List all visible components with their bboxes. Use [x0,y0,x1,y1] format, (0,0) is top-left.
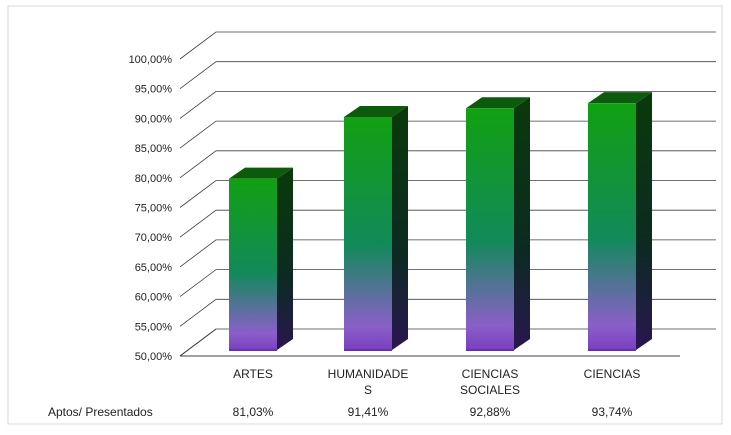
gridline [179,328,716,357]
y-tick-label: 85,00% [135,143,173,155]
bar-4 [588,92,652,351]
bar-side [392,106,408,350]
y-axis: 50,00% 55,00% 60,00% 65,00% 70,00% 75,00% 80,0… [129,54,173,363]
bar-top [588,92,652,104]
x-tick-label: ARTES [233,367,273,381]
gridline [179,298,716,327]
gridline [179,120,716,149]
y-tick-label: 100,00% [129,54,173,66]
data-table-row-label: Aptos/ Presentados [48,405,153,419]
bar-top [229,167,293,179]
gridline [179,31,716,60]
y-tick-label: 65,00% [135,262,173,274]
data-label: 92,88% [470,405,511,419]
bar-side [636,92,652,351]
y-tick-label: 50,00% [135,351,173,363]
gridline [179,209,716,238]
data-table: Aptos/ Presentados 81,03% 91,41% 92,88% 93,7… [48,405,633,419]
y-tick-label: 70,00% [135,232,173,244]
gridline [179,61,716,90]
bar-2 [344,106,408,351]
x-axis: ARTES HUMANIDADE S CIENCIAS SOCIALES CIENCIAS [233,367,640,397]
bar-side [514,97,530,350]
y-tick-label: 55,00% [135,321,173,333]
y-tick-label: 90,00% [135,113,173,125]
gridline [179,150,716,179]
bar-front [344,117,392,350]
x-tick-label: HUMANIDADE S [328,367,409,397]
bar-1 [229,167,293,351]
gridlines [179,31,716,357]
data-label: 93,74% [592,405,633,419]
bar-top [466,97,530,109]
gridline [179,269,716,297]
y-tick-label: 95,00% [135,84,173,96]
gridline [179,239,716,268]
data-label: 91,41% [348,405,389,419]
chart-border [7,5,723,425]
bar-top [344,106,408,118]
x-tick-label: CIENCIAS [584,367,641,381]
bar-front [229,178,277,350]
x-tick-label: CIENCIAS SOCIALES [460,367,520,397]
y-tick-label: 75,00% [135,203,173,215]
bar-front [466,108,514,350]
bar-side [277,167,293,350]
bar-3 [466,97,530,351]
bar-front [588,103,636,350]
y-tick-label: 80,00% [135,173,173,185]
bars [229,92,652,351]
data-label: 81,03% [233,405,274,419]
y-tick-label: 60,00% [135,292,173,304]
gridline [179,180,716,208]
gridline [179,91,716,119]
